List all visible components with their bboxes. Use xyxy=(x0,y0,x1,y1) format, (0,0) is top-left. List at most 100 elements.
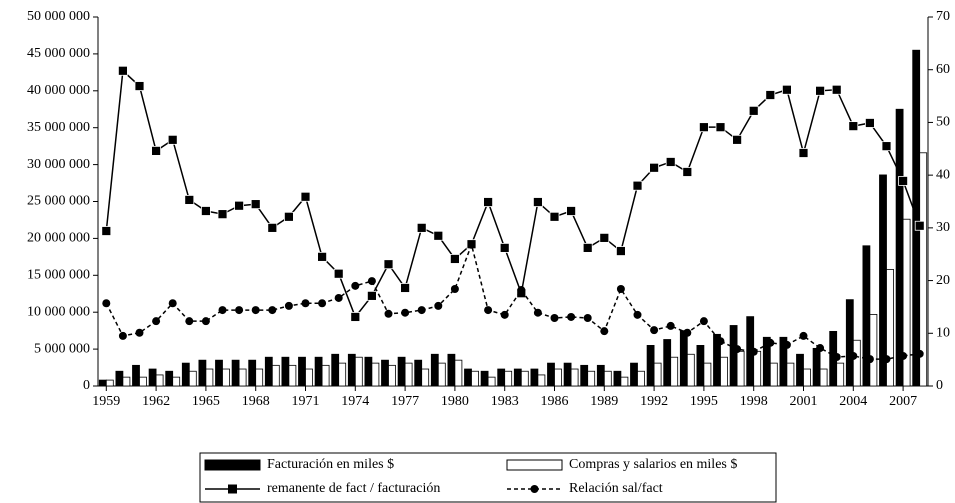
bar xyxy=(786,362,795,387)
line-marker xyxy=(334,293,343,302)
line-marker xyxy=(433,230,444,241)
x-tick-label: 2007 xyxy=(889,394,917,409)
bar xyxy=(845,299,854,387)
line-marker xyxy=(367,277,376,286)
line-marker xyxy=(683,328,692,337)
x-tick-label: 2004 xyxy=(839,394,867,409)
line-marker xyxy=(798,148,809,158)
bar xyxy=(314,356,323,387)
line-marker xyxy=(499,242,510,253)
bar xyxy=(198,359,207,387)
bar xyxy=(248,359,257,387)
bar xyxy=(869,314,878,387)
bar xyxy=(703,362,712,387)
line-marker xyxy=(284,301,293,310)
bar xyxy=(603,370,612,387)
bar xyxy=(563,362,572,387)
bar xyxy=(653,362,662,387)
bar xyxy=(504,370,513,387)
bar xyxy=(663,339,672,387)
bar xyxy=(736,350,745,387)
bar xyxy=(886,268,894,387)
line-marker xyxy=(865,355,874,364)
bar xyxy=(537,374,546,387)
bar xyxy=(547,362,555,387)
bar xyxy=(122,376,131,387)
y2-tick-label: 20 xyxy=(936,273,950,288)
line-marker xyxy=(533,197,543,207)
line-marker xyxy=(268,306,277,315)
bar xyxy=(288,364,297,387)
line-marker xyxy=(283,211,294,222)
bar xyxy=(779,336,788,387)
bar xyxy=(264,356,273,387)
legend-label: remanente de fact / facturación xyxy=(267,481,440,496)
bar xyxy=(587,370,596,387)
line-marker xyxy=(267,222,278,233)
line-marker xyxy=(599,232,610,243)
bar xyxy=(720,356,728,387)
line-marker xyxy=(914,220,925,231)
line-marker xyxy=(582,242,593,253)
bar xyxy=(895,108,904,387)
bar xyxy=(338,362,347,387)
bar xyxy=(620,376,629,387)
bar xyxy=(115,370,124,387)
bar xyxy=(919,152,928,387)
line-marker xyxy=(815,85,825,96)
bar xyxy=(497,368,506,387)
y2-tick-label: 30 xyxy=(936,220,950,235)
y-tick-label: 10 000 000 xyxy=(27,304,90,319)
bar xyxy=(205,368,214,387)
bar xyxy=(762,336,771,387)
bar xyxy=(530,368,539,387)
x-tick-label: 1965 xyxy=(192,394,220,409)
x-tick-label: 1962 xyxy=(142,394,170,409)
line-marker xyxy=(550,313,559,322)
bar xyxy=(729,325,738,387)
x-tick-label: 1980 xyxy=(441,394,469,409)
line-marker xyxy=(300,191,311,202)
x-tick-label: 1968 xyxy=(242,394,270,409)
y-tick-label: 30 000 000 xyxy=(27,157,90,172)
line-marker xyxy=(567,312,576,321)
line-marker xyxy=(732,134,742,145)
bar xyxy=(819,368,828,387)
line-marker xyxy=(649,162,659,173)
x-tick-label: 1992 xyxy=(640,394,668,409)
y2-tick-label: 10 xyxy=(936,326,950,341)
line-marker xyxy=(417,306,426,315)
line-marker xyxy=(915,349,924,358)
line-marker xyxy=(250,199,261,210)
line-marker xyxy=(151,145,162,156)
line-marker xyxy=(483,197,494,207)
bar xyxy=(753,350,762,387)
line-marker xyxy=(217,209,228,220)
bar xyxy=(879,174,887,387)
line-marker xyxy=(500,310,509,319)
line-marker xyxy=(766,338,775,347)
line-marker xyxy=(749,347,758,356)
line-marker xyxy=(134,81,145,91)
legend-marker xyxy=(228,484,237,494)
line-marker xyxy=(218,306,227,315)
y2-tick-label: 50 xyxy=(936,115,950,130)
line-marker xyxy=(102,299,111,308)
bar xyxy=(98,379,107,387)
bar xyxy=(580,364,589,387)
bar xyxy=(298,356,306,387)
line-marker xyxy=(782,84,792,95)
line-marker xyxy=(449,254,460,264)
line-marker xyxy=(450,285,459,294)
line-marker xyxy=(716,337,725,346)
line-marker xyxy=(898,176,908,186)
x-tick-label: 1959 xyxy=(92,394,120,409)
line-marker xyxy=(350,312,361,322)
line-marker xyxy=(666,321,675,330)
line-marker xyxy=(318,299,327,308)
line-marker xyxy=(351,281,360,290)
bar xyxy=(331,353,340,387)
bar xyxy=(480,370,489,387)
line-marker xyxy=(384,309,393,318)
